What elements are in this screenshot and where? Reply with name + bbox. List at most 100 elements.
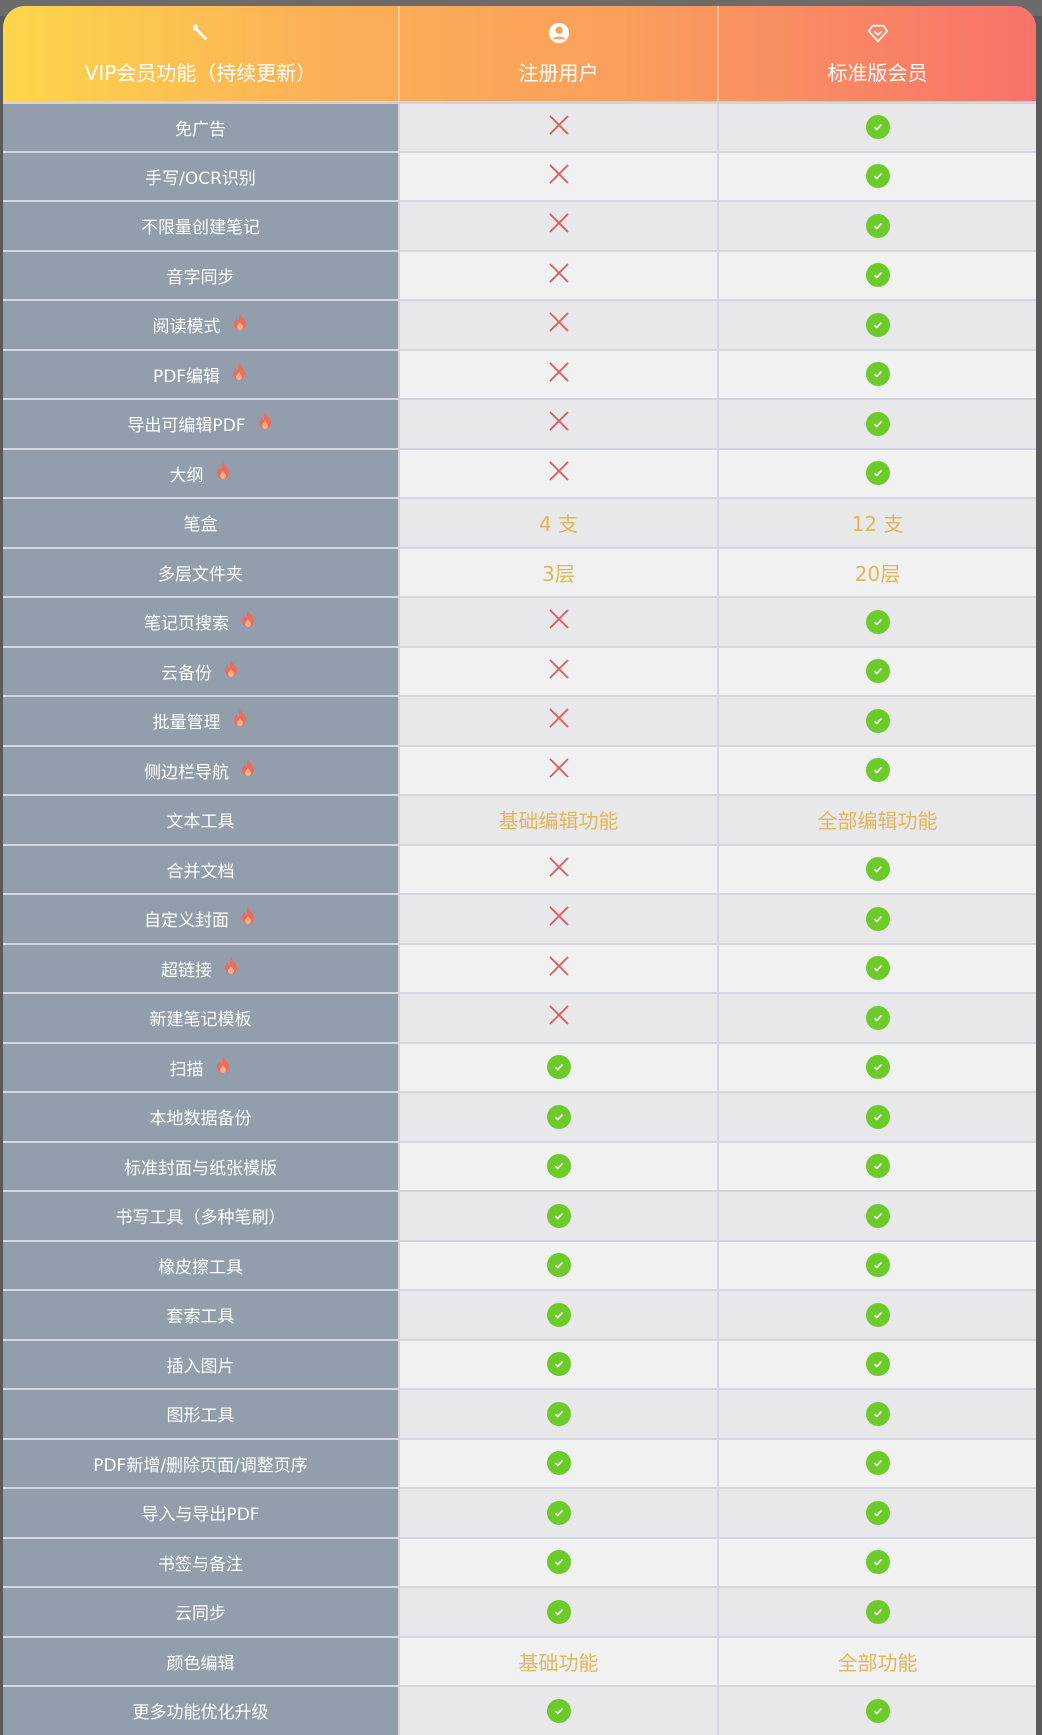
feature-name: 自定义封面 [144, 911, 229, 932]
free-cell [398, 251, 717, 299]
free-cell [398, 598, 717, 646]
cross-icon [548, 311, 570, 338]
feature-name: 书写工具（多种笔刷） [115, 1208, 286, 1229]
check-icon [865, 461, 890, 486]
check-icon [865, 609, 890, 634]
table-row: 笔盒 4 支 12 支 [3, 497, 1036, 547]
feature-name: 不限量创建笔记 [141, 218, 260, 239]
free-cell [398, 350, 717, 398]
fire-icon [231, 708, 249, 733]
feature-cell: 云同步 [3, 1588, 398, 1636]
free-cell [398, 1142, 717, 1190]
feature-name: 更多功能优化升级 [132, 1703, 269, 1724]
check-icon [546, 1302, 571, 1327]
table-row: 标准封面与纸张模版 [3, 1140, 1036, 1190]
feature-cell: 免广告 [3, 104, 398, 151]
cross-icon [548, 410, 570, 437]
fire-icon [214, 461, 232, 486]
feature-cell: 书写工具（多种笔刷） [3, 1192, 398, 1240]
vip-cell [717, 895, 1036, 943]
free-cell: 基础编辑功能 [398, 796, 717, 844]
wrench-icon [190, 22, 212, 49]
feature-cell: 新建笔记模板 [3, 994, 398, 1042]
table-body: 免广告 手写/OCR识别 不限量创建笔记 音字同步 阅读模式 PDF编辑 导出可编辑PDF 大… [3, 101, 1036, 1735]
cross-icon [548, 361, 570, 388]
check-icon [546, 1203, 571, 1228]
feature-name: 导入与导出PDF [141, 1505, 260, 1526]
cross-icon [548, 212, 570, 239]
vip-cell [717, 449, 1036, 497]
check-icon [865, 956, 890, 981]
vip-cell [717, 400, 1036, 448]
feature-name: 套索工具 [166, 1307, 235, 1328]
table-row: 不限量创建笔记 [3, 200, 1036, 250]
check-icon [865, 1550, 890, 1575]
table-row: 合并文档 [3, 843, 1036, 893]
feature-cell: 音字同步 [3, 251, 398, 299]
table-row: 超链接 [3, 942, 1036, 992]
header-feature: VIP会员功能（持续更新） [3, 6, 398, 101]
free-cell [398, 1489, 717, 1537]
vip-cell [717, 598, 1036, 646]
cross-icon [548, 955, 570, 982]
vip-cell [717, 1588, 1036, 1636]
check-icon [865, 1500, 890, 1525]
feature-name: 笔盒 [183, 515, 218, 536]
feature-cell: 套索工具 [3, 1291, 398, 1339]
feature-cell: 笔盒 [3, 499, 398, 547]
table-row: 大纲 [3, 447, 1036, 497]
check-icon [865, 758, 890, 783]
free-cell: 3层 [398, 548, 717, 596]
feature-name: 扫描 [169, 1059, 204, 1080]
fire-icon [256, 411, 274, 436]
feature-cell: PDF新增/删除页面/调整页序 [3, 1439, 398, 1487]
vip-cell [717, 1687, 1036, 1735]
feature-cell: 笔记页搜索 [3, 598, 398, 646]
free-cell [398, 152, 717, 200]
check-icon [865, 1302, 890, 1327]
free-cell [398, 746, 717, 794]
cross-icon [548, 856, 570, 883]
feature-name: 合并文档 [166, 861, 235, 882]
check-icon [865, 164, 890, 189]
feature-cell: 合并文档 [3, 845, 398, 893]
feature-name: 标准封面与纸张模版 [124, 1158, 277, 1179]
check-icon [865, 362, 890, 387]
header-free-label: 注册用户 [518, 60, 599, 85]
check-icon [546, 1698, 571, 1723]
feature-name: 图形工具 [166, 1406, 235, 1427]
feature-name: 云备份 [161, 663, 212, 684]
vip-cell [717, 697, 1036, 745]
feature-name: 侧边栏导航 [144, 762, 229, 783]
free-cell [398, 647, 717, 695]
check-icon [865, 263, 890, 288]
fire-icon [230, 362, 248, 387]
cross-icon [548, 658, 570, 685]
feature-name: 导出可编辑PDF [127, 416, 246, 437]
vip-cell [717, 1192, 1036, 1240]
free-cell: 4 支 [398, 499, 717, 547]
cross-icon [548, 608, 570, 635]
feature-name: 插入图片 [166, 1356, 235, 1377]
feature-cell: 自定义封面 [3, 895, 398, 943]
check-icon [865, 906, 890, 931]
free-cell [398, 1538, 717, 1586]
feature-cell: 标准封面与纸张模版 [3, 1142, 398, 1190]
feature-name: 阅读模式 [152, 317, 221, 338]
feature-cell: 手写/OCR识别 [3, 152, 398, 200]
feature-cell: 橡皮擦工具 [3, 1241, 398, 1289]
vip-cell [717, 152, 1036, 200]
vip-cell [717, 1142, 1036, 1190]
vip-cell: 20层 [717, 548, 1036, 596]
table-row: 音字同步 [3, 249, 1036, 299]
feature-cell: 超链接 [3, 944, 398, 992]
free-value: 基础编辑功能 [498, 809, 619, 834]
vip-cell [717, 202, 1036, 250]
table-row: 导出可编辑PDF [3, 398, 1036, 448]
vip-cell [717, 1439, 1036, 1487]
feature-cell: 多层文件夹 [3, 548, 398, 596]
cross-icon [548, 114, 570, 141]
vip-comparison-table: VIP会员功能（持续更新） 注册用户 标准版会员 免广告 手写/OCR识别 不限量创… [3, 6, 1036, 1735]
check-icon [865, 115, 890, 140]
check-icon [865, 1698, 890, 1723]
